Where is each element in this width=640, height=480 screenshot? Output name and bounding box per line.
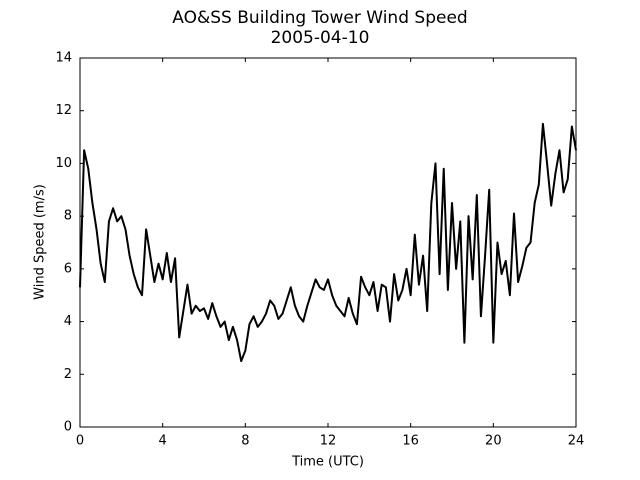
x-tick-label: 16 <box>402 434 419 449</box>
x-tick-label: 20 <box>485 434 502 449</box>
y-tick-label: 8 <box>64 209 72 224</box>
x-tick-label: 8 <box>241 434 249 449</box>
y-tick-label: 10 <box>55 156 72 171</box>
y-tick-label: 12 <box>55 103 72 118</box>
x-tick-label: 0 <box>76 434 84 449</box>
x-tick-label: 4 <box>159 434 167 449</box>
x-tick-label: 12 <box>320 434 337 449</box>
y-tick-label: 0 <box>64 420 72 435</box>
y-tick-label: 6 <box>64 261 72 276</box>
y-tick-label: 14 <box>55 51 72 66</box>
x-axis-label: Time (UTC) <box>291 455 364 470</box>
chart-title: AO&SS Building Tower Wind Speed <box>172 8 467 28</box>
y-tick-label: 4 <box>64 314 72 329</box>
y-axis-label: Wind Speed (m/s) <box>33 184 48 300</box>
y-tick-label: 2 <box>64 367 72 382</box>
chart-subtitle: 2005-04-10 <box>271 28 370 48</box>
plot-frame <box>79 57 577 428</box>
x-tick-label: 24 <box>568 434 585 449</box>
wind-speed-line <box>79 122 577 363</box>
